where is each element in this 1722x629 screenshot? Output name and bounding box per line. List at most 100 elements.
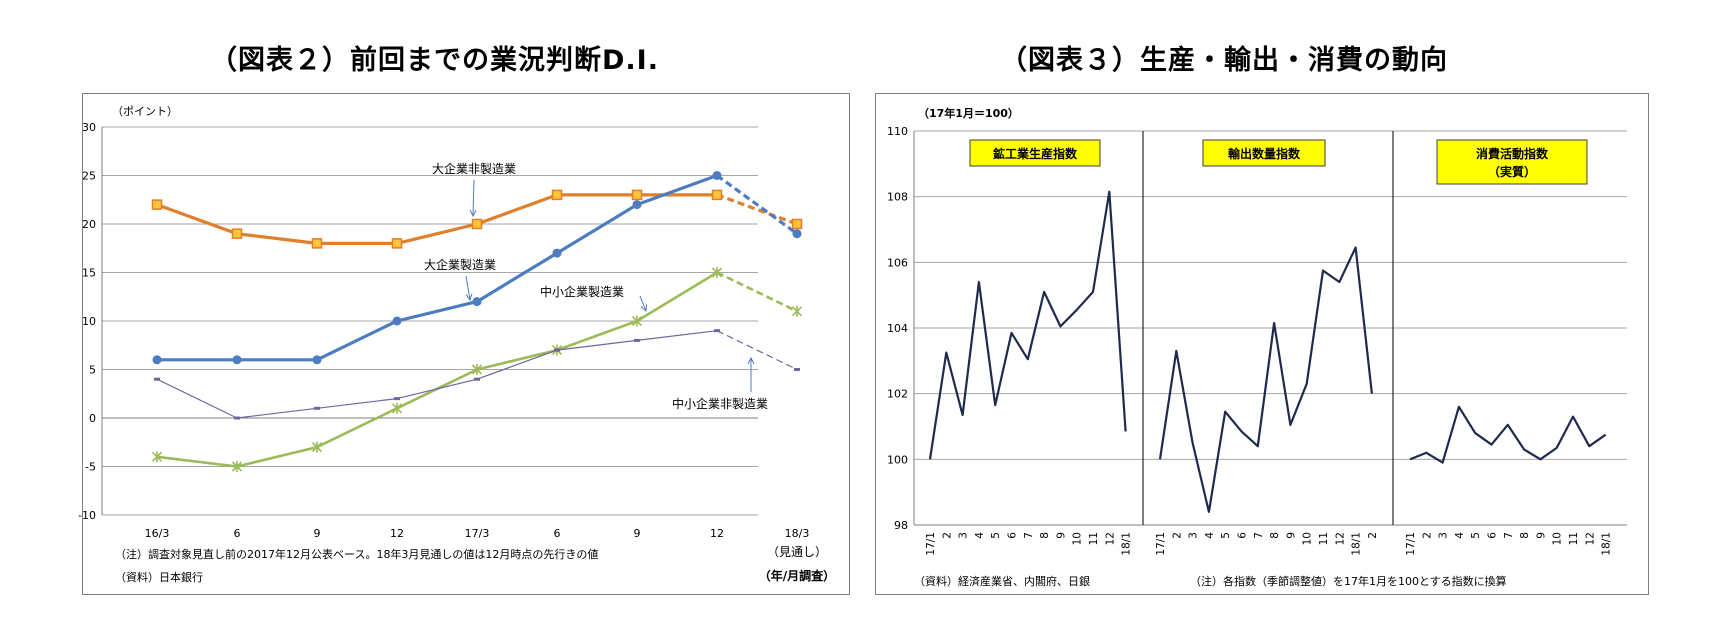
note-text: （注）調査対象見直し前の2017年12月公表ベース。18年3月見通しの値は12月… (115, 547, 598, 561)
data-point (392, 316, 402, 326)
x-tick-label: 12 (390, 527, 404, 540)
callout-arrowhead (469, 209, 477, 218)
x-tick-label: 3 (1438, 532, 1450, 539)
panel-label: 鉱工業生産指数 (993, 146, 1078, 161)
x-sublabel: （見通し） (767, 545, 827, 559)
y-tick-label: 0 (89, 412, 96, 425)
data-point (471, 218, 483, 230)
x-tick-label: 6 (1237, 532, 1249, 539)
y-tick-label: 102 (887, 388, 908, 401)
y-tick-label: 100 (887, 453, 908, 466)
series-forecast-line (716, 193, 798, 226)
x-tick-label: 6 (234, 527, 241, 540)
x-tick-label: 18/1 (1121, 532, 1133, 556)
data-point (312, 355, 322, 365)
data-point (311, 238, 323, 249)
data-point (472, 297, 482, 307)
data-point (631, 315, 643, 327)
data-point (231, 461, 243, 472)
x-tick-label: 6 (1007, 532, 1019, 539)
data-point (634, 338, 640, 342)
x-tick-label: 5 (1470, 532, 1482, 539)
y-tick-label: 25 (82, 170, 96, 183)
x-tick-label: 8 (1269, 532, 1281, 539)
data-point (551, 189, 563, 201)
source-text: （資料）経済産業省、内閣府、日銀 (914, 574, 1090, 588)
x-tick-label: 12 (710, 527, 724, 540)
chart-title-right: （図表３）生産・輸出・消費の動向 (1000, 45, 1448, 76)
x-unit-label: （年/月調査） (759, 568, 835, 583)
callout-arrow (639, 295, 647, 312)
data-point (154, 377, 160, 381)
x-tick-label: 7 (1253, 532, 1265, 539)
y-tick-label: 30 (82, 121, 96, 134)
series-label: 大企業非製造業 (432, 161, 516, 176)
x-tick-label: 2 (941, 532, 953, 539)
series-label: 大企業製造業 (424, 257, 496, 272)
x-tick-label: 8 (1039, 532, 1051, 539)
y-tick-label: 108 (887, 191, 908, 204)
x-tick-label: 11 (1318, 532, 1330, 545)
y-tick-label: 110 (887, 125, 908, 138)
panel-series-line (928, 190, 1127, 460)
x-tick-label: 4 (1454, 532, 1466, 539)
x-tick-label: 2 (1367, 532, 1379, 539)
series-label: 中小企業非製造業 (672, 396, 768, 411)
data-point (552, 248, 562, 258)
callout-arrowhead (465, 293, 473, 302)
x-tick-label: 7 (1023, 532, 1035, 539)
x-tick-label: 9 (634, 527, 641, 540)
x-tick-label: 11 (1568, 532, 1580, 545)
x-tick-label: 6 (1487, 532, 1499, 539)
x-tick-label: 9 (1055, 532, 1067, 539)
data-point (151, 451, 163, 463)
series-forecast-line (716, 271, 798, 313)
panel-series-line (1409, 405, 1607, 464)
x-tick-label: 8 (1519, 532, 1531, 539)
x-tick-label: 5 (990, 532, 1002, 539)
data-point (792, 229, 802, 239)
data-point (632, 200, 642, 210)
series-forecast-line (716, 174, 798, 235)
x-tick-label: 9 (314, 527, 321, 540)
y-tick-label: 5 (89, 364, 96, 377)
data-point (391, 238, 403, 249)
series-line (156, 193, 717, 245)
x-tick-label: 9 (1285, 532, 1297, 539)
panel-label-sub: （実質） (1488, 164, 1536, 179)
callout-arrowhead (747, 356, 755, 365)
x-tick-label: 2 (1421, 532, 1433, 539)
callout-arrowhead (640, 304, 648, 313)
data-point (714, 329, 720, 333)
y-tick-label: 98 (894, 519, 908, 532)
panel-label-box (969, 139, 1101, 167)
y-tick-label: 20 (82, 218, 96, 231)
y-tick-label: 104 (887, 322, 908, 335)
series-line (156, 330, 718, 419)
data-point (232, 355, 242, 365)
panel-label-box (1436, 139, 1588, 185)
callout-arrow (472, 179, 475, 217)
data-point (791, 305, 803, 317)
panel-label: 消費活動指数 (1476, 146, 1549, 161)
x-tick-label: 18/1 (1351, 532, 1363, 556)
x-tick-label: 10 (1552, 532, 1564, 545)
series-line (157, 173, 718, 362)
chart-title-left: （図表２）前回までの業況判断D.I. (210, 45, 659, 76)
data-point (711, 267, 723, 278)
data-point (391, 402, 403, 414)
x-tick-label: 7 (1503, 532, 1515, 539)
y-unit-label: （ポイント） (112, 105, 178, 118)
data-point (554, 348, 560, 352)
data-point (394, 397, 400, 401)
note-text: （注）各指数（季節調整値）を17年1月を100とする指数に換算 (1190, 574, 1507, 588)
x-tick-label: 16/3 (145, 527, 170, 540)
x-tick-label: 12 (1334, 532, 1346, 545)
data-point (311, 441, 323, 453)
data-point (471, 364, 483, 375)
y-tick-label: -5 (85, 461, 96, 474)
x-tick-label: 17/1 (925, 532, 937, 556)
y-tick-label: -10 (78, 509, 96, 522)
data-point (631, 189, 643, 201)
